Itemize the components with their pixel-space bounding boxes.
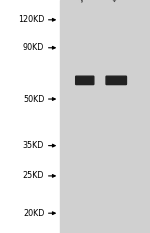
Text: 25KD: 25KD — [23, 171, 44, 180]
Text: Jurkat: Jurkat — [77, 0, 100, 3]
Text: liver: liver — [110, 0, 129, 3]
Text: 90KD: 90KD — [23, 43, 44, 52]
FancyBboxPatch shape — [76, 76, 94, 85]
Text: 120KD: 120KD — [18, 15, 44, 24]
Text: 35KD: 35KD — [23, 141, 44, 150]
Text: 50KD: 50KD — [23, 95, 44, 103]
FancyBboxPatch shape — [106, 76, 126, 85]
Bar — [60, 0, 150, 233]
Text: 20KD: 20KD — [23, 209, 44, 218]
